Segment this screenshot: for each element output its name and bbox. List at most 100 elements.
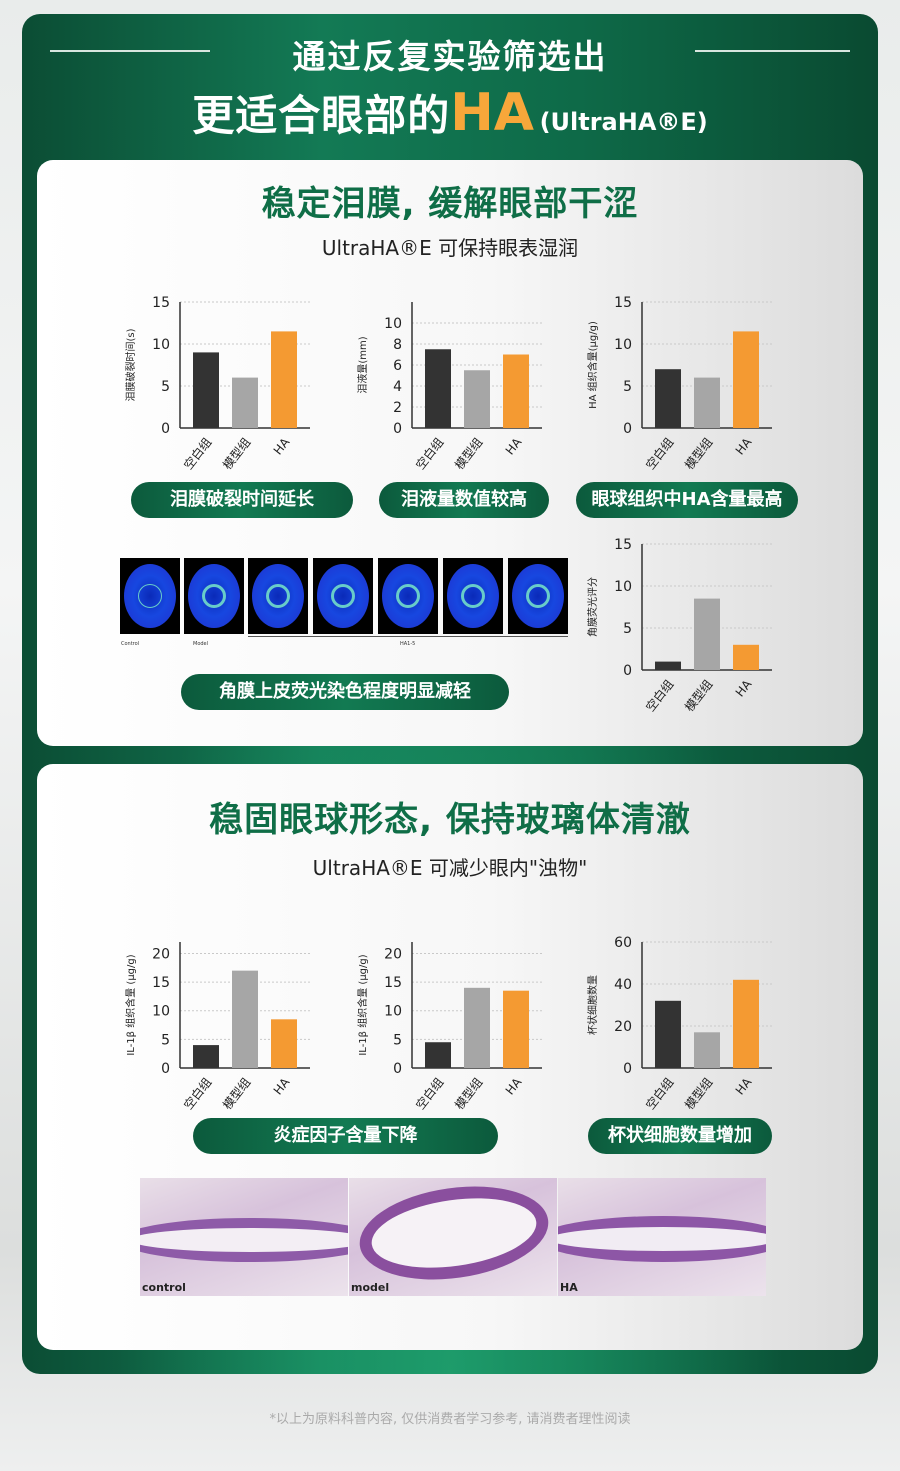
pill-tear-breakup: 泪膜破裂时间延长 xyxy=(131,482,353,518)
chart-tear-breakup-time: 泪膜破裂时间(s) 0 5 10 15 空白组 模型组 HA xyxy=(124,295,310,473)
bar-blank xyxy=(193,352,219,428)
x-tick-label: HA xyxy=(733,677,755,700)
y-axis-label: 泪膜破裂时间(s) xyxy=(124,328,137,401)
histology-image-model: model xyxy=(349,1178,557,1296)
header-ha: HA xyxy=(450,83,534,143)
x-tick-label: 模型组 xyxy=(682,1075,715,1112)
eye-image-ha4 xyxy=(443,558,503,634)
section1-subtitle: UltraHA®E 可保持眼表湿润 xyxy=(321,236,579,260)
header-line-2: 更适合眼部的HA (UltraHA®E) xyxy=(0,82,900,143)
bar-model xyxy=(232,970,258,1068)
bar-blank xyxy=(655,1000,681,1068)
y-tick-label: 0 xyxy=(623,663,632,679)
x-tick-label: HA xyxy=(733,1075,755,1098)
y-tick-label: 60 xyxy=(614,935,632,951)
x-tick-label: 模型组 xyxy=(682,435,715,472)
eye-image-model xyxy=(184,558,244,634)
y-tick-label: 2 xyxy=(393,400,402,416)
bar-ha xyxy=(271,1019,297,1068)
y-tick-label: 4 xyxy=(393,379,402,395)
y-tick-label: 0 xyxy=(623,1061,632,1077)
y-axis-label: HA 组织含量(μg/g) xyxy=(586,321,599,409)
x-tick-label: 空白组 xyxy=(642,435,676,473)
y-tick-label: 5 xyxy=(623,621,632,637)
x-tick-label: 模型组 xyxy=(452,435,485,472)
y-tick-label: 20 xyxy=(384,946,402,962)
eye-image-ha3 xyxy=(378,558,438,634)
pill-inflammation: 炎症因子含量下降 xyxy=(193,1118,498,1154)
bar-model xyxy=(464,987,490,1068)
bar-ha xyxy=(733,979,759,1068)
chart-corneal-score: 角膜荧光评分 0 5 10 15 空白组 模型组 HA xyxy=(586,537,772,715)
y-axis-label: 角膜荧光评分 xyxy=(586,577,599,637)
x-tick-label: 模型组 xyxy=(220,435,253,472)
x-tick-label: 模型组 xyxy=(220,1075,253,1112)
y-tick-label: 10 xyxy=(384,1004,402,1020)
bar-ha xyxy=(503,354,529,428)
bar-blank xyxy=(425,1042,451,1068)
bar-blank xyxy=(193,1045,219,1068)
y-tick-label: 5 xyxy=(623,379,632,395)
y-tick-label: 0 xyxy=(393,1061,402,1077)
histology-image-ha: HA xyxy=(558,1178,766,1296)
header-main: 更适合眼部的 xyxy=(192,91,451,140)
x-tick-label: 空白组 xyxy=(642,677,676,715)
header-divider-left xyxy=(50,50,210,52)
section1-title: 稳定泪膜, 缓解眼部干涩 xyxy=(261,184,639,224)
bar-blank xyxy=(655,661,681,670)
section2-subtitle: UltraHA®E 可减少眼内"浊物" xyxy=(312,856,588,880)
y-tick-label: 0 xyxy=(393,421,402,437)
y-axis-label: IL-1β 组织含量 (μg/g) xyxy=(124,954,137,1055)
y-tick-label: 15 xyxy=(152,295,170,311)
y-tick-label: 10 xyxy=(614,579,632,595)
eye-label-model: Model xyxy=(193,641,209,647)
x-tick-label: 空白组 xyxy=(180,1075,214,1113)
y-tick-label: 0 xyxy=(161,1061,170,1077)
x-tick-label: 空白组 xyxy=(412,1075,446,1113)
y-tick-label: 5 xyxy=(393,1032,402,1048)
x-tick-label: 空白组 xyxy=(412,435,446,473)
footnote: *以上为原料科普内容, 仅供消费者学习参考, 请消费者理性阅读 xyxy=(269,1412,631,1427)
eye-label-control: Control xyxy=(121,641,140,647)
x-tick-label: 空白组 xyxy=(642,1075,676,1113)
y-axis-label: IL-1β 组织含量 (μg/g) xyxy=(356,954,369,1055)
bar-ha xyxy=(733,644,759,670)
chart-il1b-2: IL-1β 组织含量 (μg/g) 0 5 10 15 20 空白组 模型组 HA xyxy=(356,942,542,1113)
eye-label-ha: HA1-5 xyxy=(400,641,416,647)
eye-image-ha5 xyxy=(508,558,568,634)
y-tick-label: 15 xyxy=(384,975,402,991)
bar-ha xyxy=(271,331,297,428)
bar-ha xyxy=(503,990,529,1068)
bar-model xyxy=(232,377,258,428)
y-tick-label: 15 xyxy=(152,975,170,991)
y-axis-label: 泪液量(mm) xyxy=(356,336,369,393)
y-tick-label: 20 xyxy=(152,946,170,962)
y-tick-label: 8 xyxy=(393,337,402,353)
chart-il1b-1: IL-1β 组织含量 (μg/g) 0 5 10 15 20 空白组 模型组 HA xyxy=(124,942,310,1113)
x-tick-label: 空白组 xyxy=(180,435,214,473)
y-tick-label: 0 xyxy=(161,421,170,437)
pill-goblet-cells: 杯状细胞数量增加 xyxy=(588,1118,772,1154)
y-tick-label: 15 xyxy=(614,295,632,311)
x-tick-label: 模型组 xyxy=(682,677,715,714)
y-tick-label: 6 xyxy=(393,358,402,374)
x-tick-label: HA xyxy=(271,435,293,458)
chart-goblet-cells: 杯状细胞数量 0 20 40 60 空白组 模型组 HA xyxy=(586,935,772,1113)
header-line-1: 通过反复实验筛选出 xyxy=(292,37,608,76)
y-tick-label: 10 xyxy=(152,1004,170,1020)
bar-model xyxy=(694,598,720,670)
header-divider-right xyxy=(695,50,850,52)
y-tick-label: 10 xyxy=(152,337,170,353)
eye-image-ha2 xyxy=(313,558,373,634)
y-tick-label: 0 xyxy=(623,421,632,437)
bar-blank xyxy=(425,349,451,428)
bar-blank xyxy=(655,369,681,428)
eye-image-ha1 xyxy=(248,558,308,634)
bar-ha xyxy=(733,331,759,428)
pill-corneal-staining: 角膜上皮荧光染色程度明显减轻 xyxy=(181,674,509,710)
eye-image-control xyxy=(120,558,180,634)
y-tick-label: 5 xyxy=(161,1032,170,1048)
y-tick-label: 10 xyxy=(614,337,632,353)
header-sub: (UltraHA®E) xyxy=(539,108,708,136)
x-tick-label: HA xyxy=(271,1075,293,1098)
